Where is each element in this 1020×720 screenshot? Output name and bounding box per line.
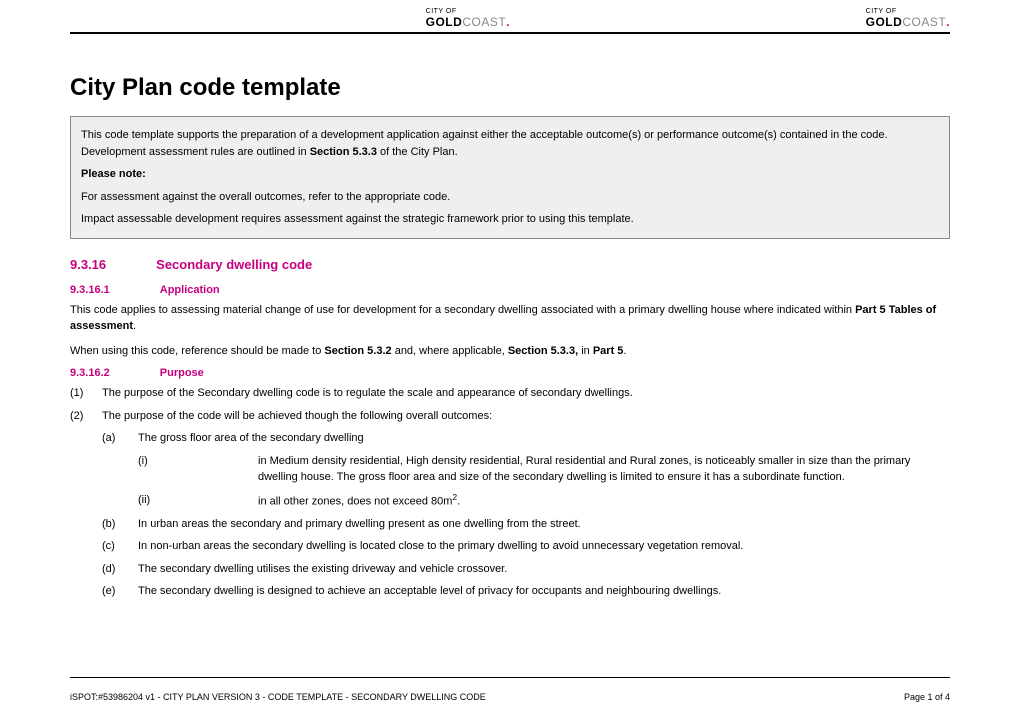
info-p2-bold: Please note: bbox=[81, 168, 146, 180]
logo-light-r: COAST bbox=[902, 15, 946, 29]
app-p2b: Section 5.3.2 bbox=[324, 345, 391, 357]
footer-row: iSPOT:#53986204 v1 - CITY PLAN VERSION 3… bbox=[70, 692, 950, 702]
list-marker: (ii) bbox=[138, 492, 258, 510]
sub1-num: 9.3.16.1 bbox=[70, 284, 110, 296]
list-item-e: (e) The secondary dwelling is designed t… bbox=[102, 583, 950, 600]
list-marker: (b) bbox=[102, 516, 138, 533]
logo-right: CITY OF GOLDCOAST. bbox=[866, 8, 950, 28]
logo-center: CITY OF GOLDCOAST. bbox=[426, 8, 510, 28]
info-p1c: of the City Plan. bbox=[377, 146, 458, 158]
list-marker: (e) bbox=[102, 583, 138, 600]
info-p3: For assessment against the overall outco… bbox=[81, 189, 939, 206]
list-content: in Medium density residential, High dens… bbox=[258, 453, 950, 486]
list-marker: (2) bbox=[70, 408, 102, 425]
list-marker: (d) bbox=[102, 561, 138, 578]
list-item-i: (i) in Medium density residential, High … bbox=[138, 453, 950, 486]
app-p1c: . bbox=[133, 320, 136, 332]
page-content: City Plan code template This code templa… bbox=[0, 34, 1020, 600]
list-marker: (1) bbox=[70, 385, 102, 402]
section-num: 9.3.16 bbox=[70, 257, 106, 272]
logo-main-text-r: GOLDCOAST. bbox=[866, 16, 950, 28]
list-marker: (a) bbox=[102, 430, 138, 447]
app-p2e: in bbox=[578, 345, 593, 357]
list-content: in all other zones, does not exceed 80m2… bbox=[258, 492, 950, 510]
section-heading: 9.3.16 Secondary dwelling code bbox=[70, 257, 950, 272]
list-item-d: (d) The secondary dwelling utilises the … bbox=[102, 561, 950, 578]
logo-light: COAST bbox=[462, 15, 506, 29]
app-p2c: and, where applicable, bbox=[392, 345, 508, 357]
list-content: In non-urban areas the secondary dwellin… bbox=[138, 538, 950, 555]
l3-tii-c: . bbox=[457, 495, 460, 507]
logo-bold-r: GOLD bbox=[866, 15, 903, 29]
l3-tii-a: in all other zones, does not exceed 80m bbox=[258, 495, 452, 507]
sub-heading-application: 9.3.16.1 Application bbox=[70, 284, 950, 296]
logo-main-text: GOLDCOAST. bbox=[426, 16, 510, 28]
list-item-2: (2) The purpose of the code will be achi… bbox=[70, 408, 950, 425]
list-item-b: (b) In urban areas the secondary and pri… bbox=[102, 516, 950, 533]
list-item-c: (c) In non-urban areas the secondary dwe… bbox=[102, 538, 950, 555]
info-p1b: Section 5.3.3 bbox=[310, 146, 377, 158]
header-bar: CITY OF GOLDCOAST. CITY OF GOLDCOAST. bbox=[0, 0, 1020, 32]
list-content: The secondary dwelling is designed to ac… bbox=[138, 583, 950, 600]
app-p2a: When using this code, reference should b… bbox=[70, 345, 324, 357]
app-p1a: This code applies to assessing material … bbox=[70, 304, 855, 316]
list-item-a: (a) The gross floor area of the secondar… bbox=[102, 430, 950, 447]
footer-right: Page 1 of 4 bbox=[904, 692, 950, 702]
section-title: Secondary dwelling code bbox=[156, 257, 312, 272]
logo-top-text-r: CITY OF bbox=[866, 8, 950, 15]
list-item-1: (1) The purpose of the Secondary dwellin… bbox=[70, 385, 950, 402]
info-p1a: This code template supports the preparat… bbox=[81, 129, 888, 158]
logo-dot-r: . bbox=[946, 15, 950, 29]
list-item-ii: (ii) in all other zones, does not exceed… bbox=[138, 492, 950, 510]
app-p2g: . bbox=[623, 345, 626, 357]
logo-bold: GOLD bbox=[426, 15, 463, 29]
list-marker: (c) bbox=[102, 538, 138, 555]
footer: iSPOT:#53986204 v1 - CITY PLAN VERSION 3… bbox=[70, 677, 950, 702]
info-box: This code template supports the preparat… bbox=[70, 116, 950, 239]
sub-heading-purpose: 9.3.16.2 Purpose bbox=[70, 367, 950, 379]
sub2-num: 9.3.16.2 bbox=[70, 367, 110, 379]
app-p2d: Section 5.3.3, bbox=[508, 345, 578, 357]
application-p1: This code applies to assessing material … bbox=[70, 302, 950, 335]
sub2-title: Purpose bbox=[160, 367, 204, 379]
sub1-title: Application bbox=[160, 284, 220, 296]
info-p1: This code template supports the preparat… bbox=[81, 127, 939, 160]
info-p2: Please note: bbox=[81, 166, 939, 183]
list-content: The gross floor area of the secondary dw… bbox=[138, 430, 950, 447]
info-p4: Impact assessable development requires a… bbox=[81, 211, 939, 228]
application-p2: When using this code, reference should b… bbox=[70, 343, 950, 360]
list-content: The purpose of the code will be achieved… bbox=[102, 408, 950, 425]
app-p2f: Part 5 bbox=[593, 345, 624, 357]
list-content: The secondary dwelling utilises the exis… bbox=[138, 561, 950, 578]
logo-dot: . bbox=[506, 15, 510, 29]
list-marker: (i) bbox=[138, 453, 258, 486]
list-content: The purpose of the Secondary dwelling co… bbox=[102, 385, 950, 402]
footer-left: iSPOT:#53986204 v1 - CITY PLAN VERSION 3… bbox=[70, 692, 486, 702]
page-title: City Plan code template bbox=[70, 74, 950, 102]
list-content: In urban areas the secondary and primary… bbox=[138, 516, 950, 533]
logo-top-text: CITY OF bbox=[426, 8, 510, 15]
footer-rule bbox=[70, 677, 950, 678]
